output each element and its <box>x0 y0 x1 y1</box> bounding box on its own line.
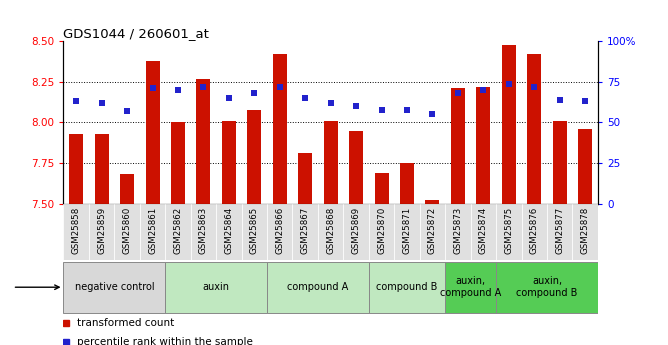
Bar <box>298 153 312 204</box>
Bar <box>400 163 414 204</box>
Text: GDS1044 / 260601_at: GDS1044 / 260601_at <box>63 27 209 40</box>
Bar <box>114 204 140 260</box>
Bar <box>293 204 318 260</box>
Bar <box>369 204 394 260</box>
Point <box>452 90 463 96</box>
Bar <box>318 204 343 260</box>
Text: GSM25860: GSM25860 <box>123 206 132 254</box>
Bar <box>63 204 89 260</box>
Bar <box>140 204 165 260</box>
Point <box>96 100 107 106</box>
Bar <box>394 204 420 260</box>
Bar <box>242 204 267 260</box>
Text: GSM25877: GSM25877 <box>555 206 564 254</box>
Text: GSM25862: GSM25862 <box>174 206 182 254</box>
Point <box>478 87 489 93</box>
Point <box>275 84 285 90</box>
Bar <box>120 174 134 204</box>
Bar <box>476 87 490 204</box>
Bar <box>171 122 185 204</box>
Bar <box>165 262 267 313</box>
Text: GSM25859: GSM25859 <box>97 206 106 254</box>
Bar <box>572 204 598 260</box>
Bar <box>190 204 216 260</box>
Bar <box>471 204 496 260</box>
Bar <box>267 262 369 313</box>
Point <box>351 104 361 109</box>
Bar <box>445 262 496 313</box>
Text: negative control: negative control <box>75 282 154 292</box>
Text: GSM25875: GSM25875 <box>504 206 513 254</box>
Bar <box>496 204 522 260</box>
Point <box>71 99 81 104</box>
Bar <box>349 130 363 204</box>
Bar <box>527 55 541 204</box>
Text: GSM25869: GSM25869 <box>351 206 361 254</box>
Bar <box>522 204 547 260</box>
Point <box>249 90 260 96</box>
Point <box>376 107 387 112</box>
Bar <box>445 204 471 260</box>
Bar <box>222 121 236 204</box>
Bar <box>95 134 109 204</box>
Text: GSM25876: GSM25876 <box>530 206 538 254</box>
Point <box>147 86 158 91</box>
Point <box>427 112 438 117</box>
Bar <box>63 262 165 313</box>
Bar <box>89 204 114 260</box>
Text: GSM25866: GSM25866 <box>275 206 285 254</box>
Text: transformed count: transformed count <box>77 318 174 328</box>
Text: auxin,
compound B: auxin, compound B <box>516 276 578 298</box>
Point <box>325 100 336 106</box>
Bar <box>451 88 465 204</box>
Point <box>172 87 183 93</box>
Bar <box>165 204 190 260</box>
Text: GSM25870: GSM25870 <box>377 206 386 254</box>
Text: GSM25867: GSM25867 <box>301 206 310 254</box>
Text: GSM25871: GSM25871 <box>403 206 411 254</box>
Bar <box>216 204 242 260</box>
Bar <box>273 55 287 204</box>
Text: compound A: compound A <box>287 282 349 292</box>
Bar <box>196 79 210 204</box>
Bar <box>420 204 445 260</box>
Text: GSM25861: GSM25861 <box>148 206 157 254</box>
Bar <box>69 134 84 204</box>
Bar <box>496 262 598 313</box>
Bar <box>578 129 592 204</box>
Text: GSM25863: GSM25863 <box>199 206 208 254</box>
Bar <box>375 173 389 204</box>
Text: GSM25868: GSM25868 <box>326 206 335 254</box>
Text: GSM25873: GSM25873 <box>454 206 462 254</box>
Point <box>529 84 540 90</box>
Text: auxin: auxin <box>202 282 230 292</box>
Point <box>300 95 311 101</box>
Point <box>504 81 514 86</box>
Bar <box>547 204 572 260</box>
Point <box>198 84 209 90</box>
Text: GSM25858: GSM25858 <box>71 206 81 254</box>
Point <box>122 108 132 114</box>
Text: compound B: compound B <box>376 282 438 292</box>
Point <box>580 99 591 104</box>
Bar <box>267 204 293 260</box>
Bar <box>552 121 566 204</box>
Point <box>554 97 565 102</box>
Bar <box>146 61 160 204</box>
Text: GSM25878: GSM25878 <box>580 206 590 254</box>
Text: GSM25865: GSM25865 <box>250 206 259 254</box>
Point <box>224 95 234 101</box>
Bar <box>247 109 261 204</box>
Bar <box>426 200 440 204</box>
Bar <box>502 45 516 204</box>
Text: percentile rank within the sample: percentile rank within the sample <box>77 337 253 345</box>
Bar <box>343 204 369 260</box>
Text: GSM25874: GSM25874 <box>479 206 488 254</box>
Text: auxin,
compound A: auxin, compound A <box>440 276 501 298</box>
Text: GSM25872: GSM25872 <box>428 206 437 254</box>
Text: GSM25864: GSM25864 <box>224 206 233 254</box>
Point <box>401 107 412 112</box>
Bar <box>324 121 337 204</box>
Bar <box>369 262 445 313</box>
